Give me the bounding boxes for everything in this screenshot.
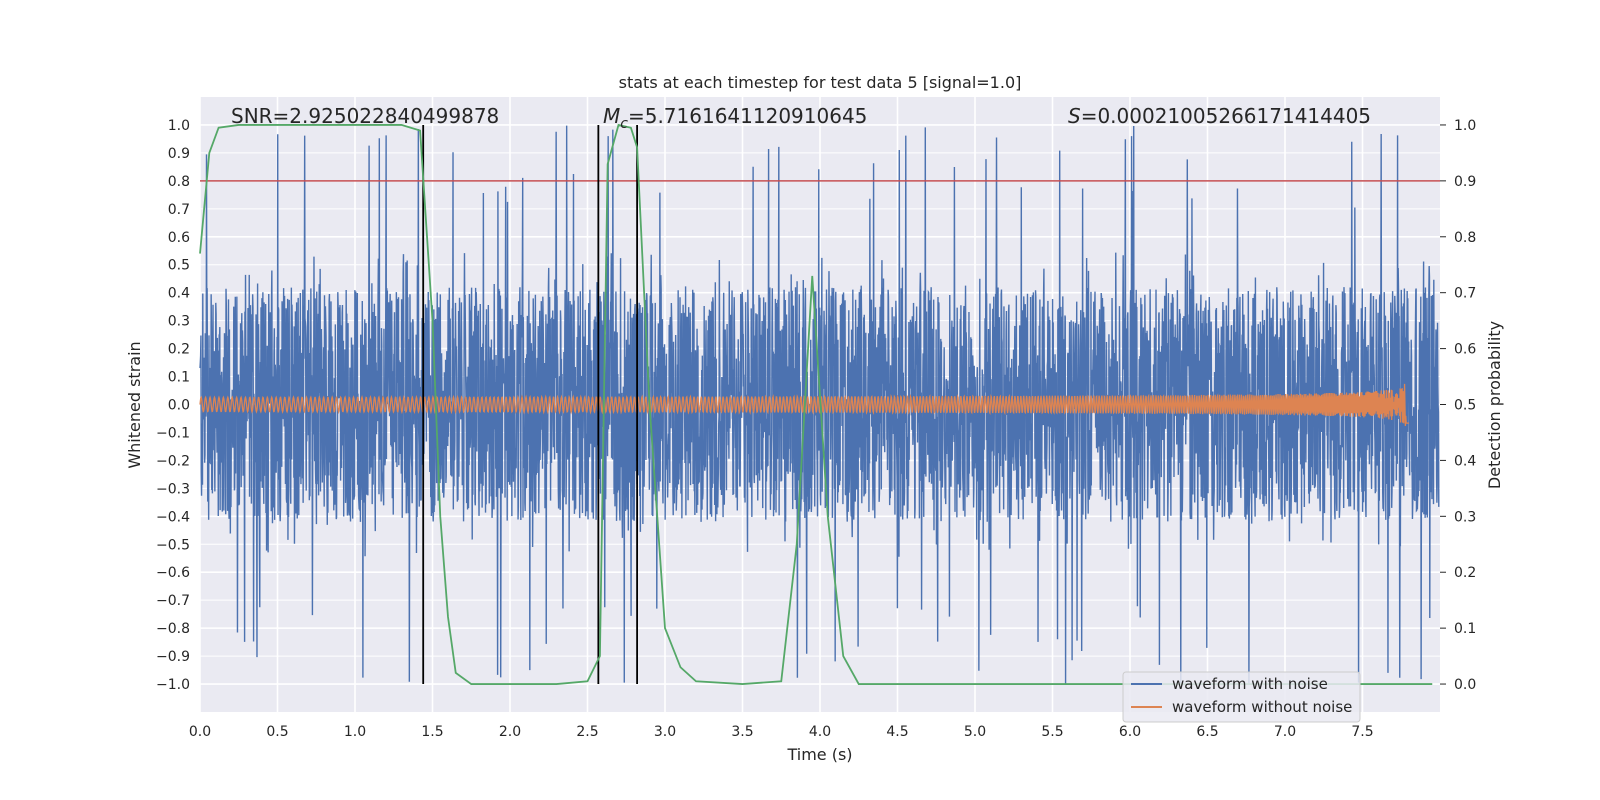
axes: 1.0 0.9 0.8 0.7 0.6 0.5 0.4 0.3 0.2 0.1 0.0 −0.1 −0.… <box>156 118 1476 740</box>
y-tick-label: −0.3 <box>156 481 190 497</box>
x-axis-label: Time (s) <box>786 745 852 764</box>
x-tick-label: 6.0 <box>1119 724 1141 740</box>
y-axis-label: Whitened strain <box>125 341 144 468</box>
chart-title: stats at each timestep for test data 5 [… <box>619 73 1022 92</box>
y2-tick-label: 0.1 <box>1454 621 1476 637</box>
x-tick-label: 7.0 <box>1274 724 1296 740</box>
y2-tick-label: 0.7 <box>1454 286 1476 302</box>
y-tick-label: 0.9 <box>168 146 190 162</box>
legend-box <box>1122 671 1361 723</box>
y2-tick-label: 0.2 <box>1454 565 1476 581</box>
legend-label-with-noise: waveform with noise <box>1172 675 1328 693</box>
x-tick-label: 6.5 <box>1196 724 1218 740</box>
x-tick-label: 4.5 <box>886 724 908 740</box>
plot-content <box>199 123 1440 685</box>
x-tick-label: 3.5 <box>731 724 753 740</box>
y-tick-label: −0.7 <box>156 593 190 609</box>
y2-tick-label: 1.0 <box>1454 118 1476 134</box>
y-tick-label: 0.4 <box>168 286 190 302</box>
x-tick-label: 5.0 <box>964 724 986 740</box>
chirp-mass-subscript: c <box>620 116 628 132</box>
y-tick-label: 0.8 <box>168 174 190 190</box>
y2-tick-label: 0.8 <box>1454 230 1476 246</box>
y2-tick-label: 0.3 <box>1454 509 1476 525</box>
y-tick-label: 1.0 <box>168 118 190 134</box>
legend: waveform with noise waveform without noi… <box>1122 671 1361 723</box>
x-tick-label: 7.5 <box>1351 724 1373 740</box>
y2-tick-label: 0.0 <box>1454 677 1476 693</box>
x-tick-label: 2.0 <box>499 724 521 740</box>
chirp-mass-annotation: Mc=5.7161641120910645 <box>603 104 867 132</box>
x-tick-label: 3.0 <box>654 724 676 740</box>
x-tick-label: 5.5 <box>1041 724 1063 740</box>
y-tick-label: 0.5 <box>168 258 190 274</box>
s-symbol: S <box>1068 104 1081 128</box>
x-tick-label: 0.0 <box>189 724 211 740</box>
y2-tick-label: 0.6 <box>1454 342 1476 358</box>
x-tick-label: 4.0 <box>809 724 831 740</box>
y2-tick-label: 0.5 <box>1454 398 1476 414</box>
y-tick-label: −0.8 <box>156 621 190 637</box>
y-tick-label: 0.7 <box>168 202 190 218</box>
y-tick-label: −0.9 <box>156 649 190 665</box>
y2-axis-label: Detection probability <box>1485 321 1504 489</box>
y-tick-label: 0.0 <box>168 398 190 414</box>
snr-annotation: SNR=2.925022840499878 <box>231 104 499 128</box>
x-tick-label: 1.0 <box>344 724 366 740</box>
x-tick-label: 0.5 <box>266 724 288 740</box>
y-tick-label: −0.4 <box>156 509 190 525</box>
chirp-mass-symbol: M <box>603 104 620 128</box>
x-tick-label: 1.5 <box>421 724 443 740</box>
y-tick-label: 0.1 <box>168 370 190 386</box>
s-annotation: S=0.00021005266171414405 <box>1068 104 1371 128</box>
y-tick-label: −1.0 <box>156 677 190 693</box>
y-tick-label: −0.2 <box>156 453 190 469</box>
chirp-mass-value: =5.7161641120910645 <box>628 104 867 128</box>
s-value: =0.00021005266171414405 <box>1081 104 1371 128</box>
y-tick-label: 0.2 <box>168 342 190 358</box>
y-tick-label: 0.6 <box>168 230 190 246</box>
y2-tick-label: 0.4 <box>1454 453 1476 469</box>
y-tick-label: −0.5 <box>156 537 190 553</box>
y2-tick-label: 0.9 <box>1454 174 1476 190</box>
y-tick-label: −0.6 <box>156 565 190 581</box>
y-tick-label: 0.3 <box>168 314 190 330</box>
y-tick-label: −0.1 <box>156 425 190 441</box>
legend-label-without-noise: waveform without noise <box>1172 698 1352 716</box>
series-line-detection-probability <box>199 123 1433 685</box>
x-tick-label: 2.5 <box>576 724 598 740</box>
